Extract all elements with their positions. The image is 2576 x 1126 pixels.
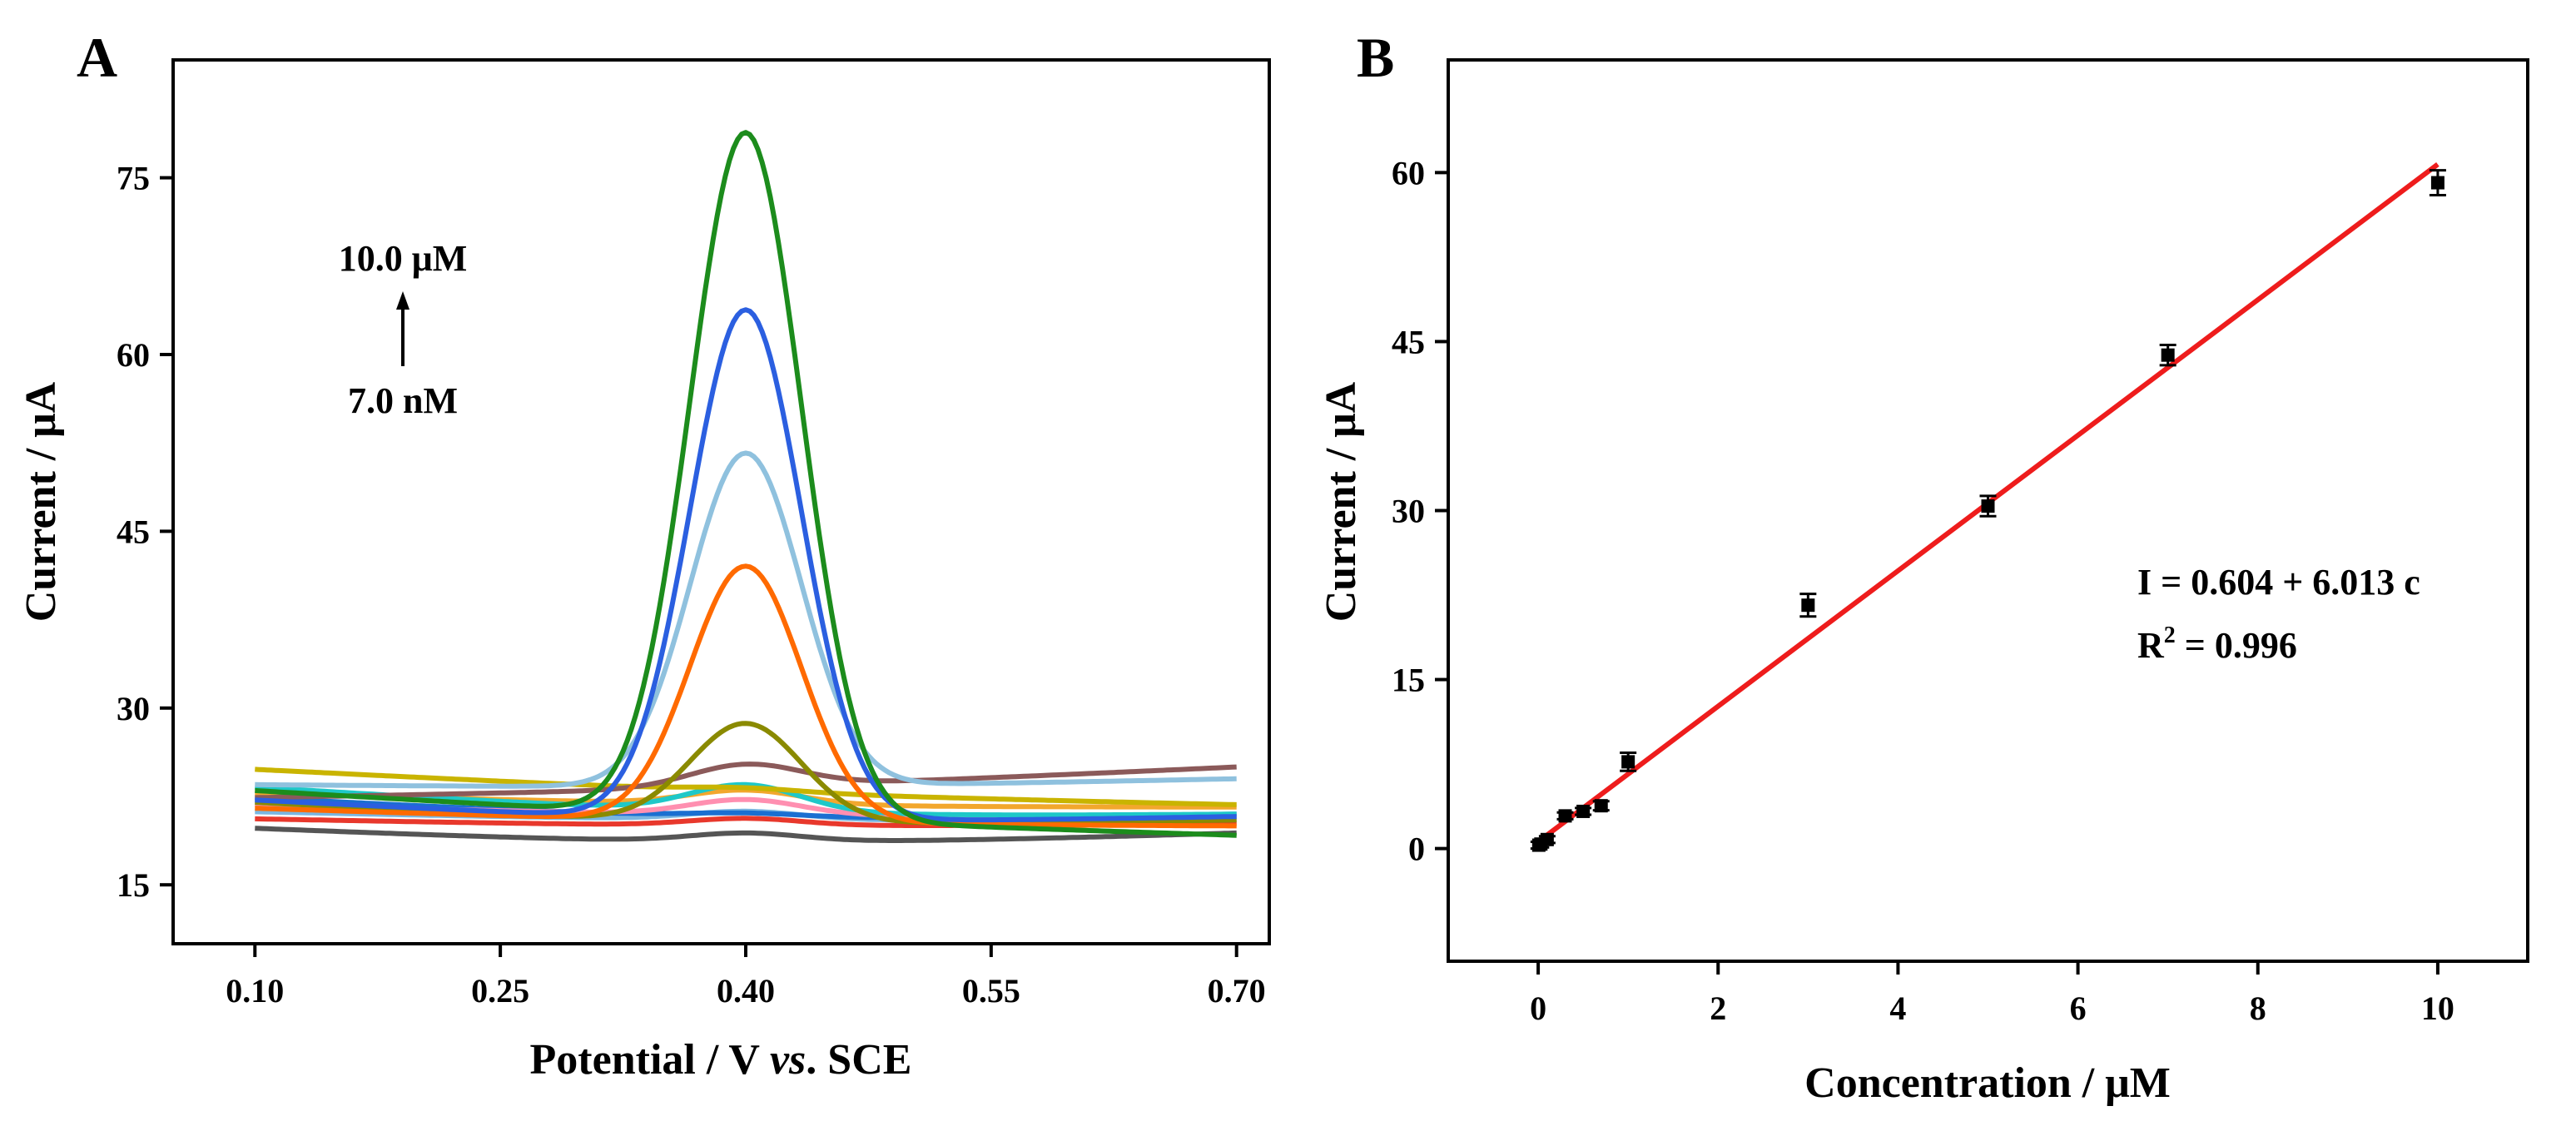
data-point <box>1556 809 1574 823</box>
panel-a-y-tick-label: 60 <box>117 336 150 374</box>
panel-b-y-axis-title: Current / μA <box>1318 381 1365 622</box>
panel-a-x-tick-label: 0.55 <box>962 972 1020 1009</box>
panel-b-letter: B <box>1357 26 1394 89</box>
panel-a-y-tick-label: 30 <box>117 690 150 727</box>
panel-b-y-tick-label: 0 <box>1408 831 1425 868</box>
point-marker <box>1621 755 1635 769</box>
panel-a: A 0.10 0.25 0.40 0.55 0.70 15 30 45 60 75 10.0 μ… <box>17 26 1271 1084</box>
panel-b-x-tick-label: 10 <box>2421 990 2454 1027</box>
panel-b-y-tick-label: 15 <box>1392 662 1425 699</box>
annotation-bottom-concentration: 7.0 nM <box>348 380 458 421</box>
panel-b-y-ticks: 0 15 30 45 60 <box>1392 154 1448 868</box>
data-point <box>1538 832 1556 846</box>
panel-b-x-tick-label: 0 <box>1530 990 1546 1027</box>
data-point <box>2429 169 2446 196</box>
panel-a-frame <box>171 58 1271 945</box>
panel-b-x-ticks: 0 2 4 6 8 10 <box>1530 961 2454 1027</box>
increase-arrow <box>396 291 409 366</box>
panel-a-y-tick-label: 45 <box>117 513 150 550</box>
data-point <box>1592 799 1610 813</box>
data-point <box>1575 804 1592 818</box>
panel-a-x-tick-label: 0.70 <box>1208 972 1266 1009</box>
panel-a-curves <box>255 130 1237 843</box>
panel-a-x-axis-title: Potential / V vs. SCE <box>530 1036 912 1084</box>
fit-equation: I = 0.604 + 6.013 c <box>2137 562 2420 603</box>
panel-a-x-ticks: 0.10 0.25 0.40 0.55 0.70 <box>226 944 1266 1009</box>
panel-b-y-tick-label: 60 <box>1392 154 1425 191</box>
point-marker <box>1558 809 1572 823</box>
panel-a-y-tick-label: 15 <box>117 866 150 904</box>
point-marker <box>2161 348 2175 362</box>
dpv-curve <box>255 563 1237 829</box>
point-marker <box>1594 799 1608 813</box>
data-point <box>1620 751 1637 772</box>
panel-a-x-tick-label: 0.40 <box>717 972 775 1009</box>
panel-a-x-tick-label: 0.25 <box>471 972 529 1009</box>
panel-b-x-tick-label: 2 <box>1710 990 1726 1027</box>
dpv-curve <box>255 761 1237 801</box>
panel-a-y-tick-label: 75 <box>117 160 150 197</box>
panel-b-y-tick-label: 30 <box>1392 493 1425 530</box>
data-point <box>1799 593 1817 618</box>
annotation-top-concentration: 10.0 μM <box>339 238 467 279</box>
data-point <box>1979 494 1997 518</box>
dpv-curve <box>255 721 1237 826</box>
point-marker <box>1801 598 1815 613</box>
panel-a-y-axis-title: Current / μA <box>17 381 65 622</box>
dpv-curve <box>255 307 1237 823</box>
dpv-curve <box>255 826 1237 843</box>
point-marker <box>1576 804 1591 818</box>
point-marker <box>2430 176 2444 190</box>
fit-r-squared: R2 = 0.996 <box>2137 623 2297 666</box>
data-point <box>2159 343 2176 367</box>
dpv-curve <box>255 766 1237 807</box>
point-marker <box>1981 499 1995 513</box>
dpv-curve <box>255 450 1237 789</box>
panel-b-points <box>1530 169 2446 852</box>
panel-b-x-tick-label: 4 <box>1889 990 1906 1027</box>
panel-b-x-tick-label: 8 <box>2250 990 2266 1027</box>
dpv-curve <box>255 130 1237 838</box>
panel-a-letter: A <box>77 26 117 89</box>
panel-b-y-tick-label: 45 <box>1392 323 1425 360</box>
panel-a-x-tick-label: 0.10 <box>226 972 284 1009</box>
point-marker <box>1540 832 1554 846</box>
panel-b-x-axis-title: Concentration / μM <box>1804 1059 2171 1107</box>
panel-b-x-tick-label: 6 <box>2070 990 2087 1027</box>
panel-a-y-ticks: 15 30 45 60 75 <box>117 160 173 904</box>
